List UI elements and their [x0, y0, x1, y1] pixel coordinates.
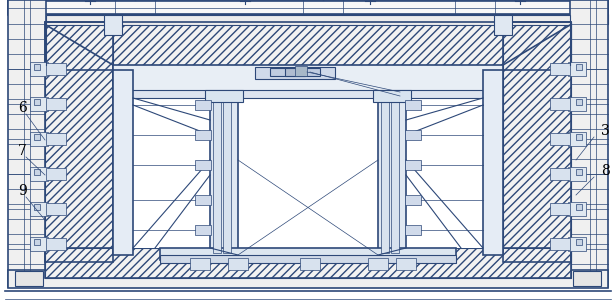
Bar	[568, 237, 586, 251]
Bar	[568, 97, 586, 111]
Bar	[483, 70, 503, 255]
Bar	[295, 66, 307, 76]
Bar	[570, 0, 608, 287]
Bar	[46, 203, 66, 215]
Bar	[550, 203, 570, 215]
Bar	[228, 258, 248, 270]
Bar	[405, 225, 421, 235]
Bar	[550, 133, 570, 145]
Bar	[113, 70, 133, 255]
Bar	[45, 248, 571, 278]
Bar	[576, 239, 582, 245]
Bar	[46, 98, 66, 110]
Bar	[45, 22, 113, 262]
Bar	[405, 160, 421, 170]
Bar	[195, 225, 211, 235]
Bar	[30, 132, 48, 146]
Bar	[213, 98, 221, 253]
Bar	[550, 98, 570, 110]
Bar	[255, 67, 335, 79]
Bar	[576, 134, 582, 140]
Bar	[494, 15, 512, 35]
Bar	[34, 64, 40, 70]
Bar	[30, 202, 48, 216]
Bar	[568, 202, 586, 216]
Bar	[576, 169, 582, 175]
Text: 3: 3	[601, 124, 610, 138]
Bar	[381, 98, 389, 253]
Bar	[300, 258, 320, 270]
Bar	[160, 255, 456, 263]
Bar	[270, 68, 320, 76]
Bar	[568, 167, 586, 181]
Bar	[30, 167, 48, 181]
Bar	[15, 271, 43, 286]
Bar	[405, 100, 421, 110]
Bar	[30, 62, 48, 76]
Bar	[568, 132, 586, 146]
Bar	[46, 133, 66, 145]
Bar	[368, 258, 388, 270]
Bar	[45, 22, 571, 70]
Text: 6: 6	[18, 101, 26, 115]
Bar	[113, 90, 503, 98]
Bar	[34, 169, 40, 175]
Bar	[195, 195, 211, 205]
Text: 9: 9	[18, 184, 26, 198]
Bar	[576, 204, 582, 210]
Bar	[223, 98, 231, 253]
Bar	[8, 1, 608, 14]
Bar	[8, 270, 608, 288]
Bar	[550, 63, 570, 75]
Bar	[378, 95, 406, 255]
Bar	[34, 204, 40, 210]
Bar	[34, 134, 40, 140]
Bar	[45, 22, 571, 70]
Bar	[160, 248, 456, 260]
Bar	[34, 239, 40, 245]
Bar	[8, 0, 608, 15]
Bar	[573, 271, 601, 286]
Bar	[104, 15, 122, 35]
Text: 7: 7	[18, 144, 27, 158]
Bar	[113, 70, 503, 248]
Bar	[568, 62, 586, 76]
Bar	[391, 98, 399, 253]
Bar	[190, 258, 210, 270]
Bar	[550, 238, 570, 250]
Bar	[503, 22, 571, 262]
Bar	[46, 168, 66, 180]
Bar	[210, 95, 238, 255]
Bar	[46, 63, 66, 75]
Bar	[503, 22, 571, 262]
Bar	[405, 195, 421, 205]
Bar	[8, 14, 608, 24]
Bar	[195, 160, 211, 170]
Bar	[576, 99, 582, 105]
Bar	[205, 90, 243, 102]
Text: 8: 8	[601, 164, 610, 178]
Bar	[195, 100, 211, 110]
Bar	[8, 0, 46, 287]
Bar	[405, 130, 421, 140]
Bar	[195, 130, 211, 140]
Bar	[285, 68, 305, 76]
Bar	[373, 90, 411, 102]
Bar	[113, 65, 503, 93]
Bar	[576, 64, 582, 70]
Bar	[30, 97, 48, 111]
Bar	[45, 22, 113, 262]
Bar	[550, 168, 570, 180]
Bar	[46, 15, 570, 25]
Bar	[45, 248, 571, 278]
Bar	[396, 258, 416, 270]
Bar	[34, 99, 40, 105]
Bar	[46, 238, 66, 250]
Bar	[30, 237, 48, 251]
